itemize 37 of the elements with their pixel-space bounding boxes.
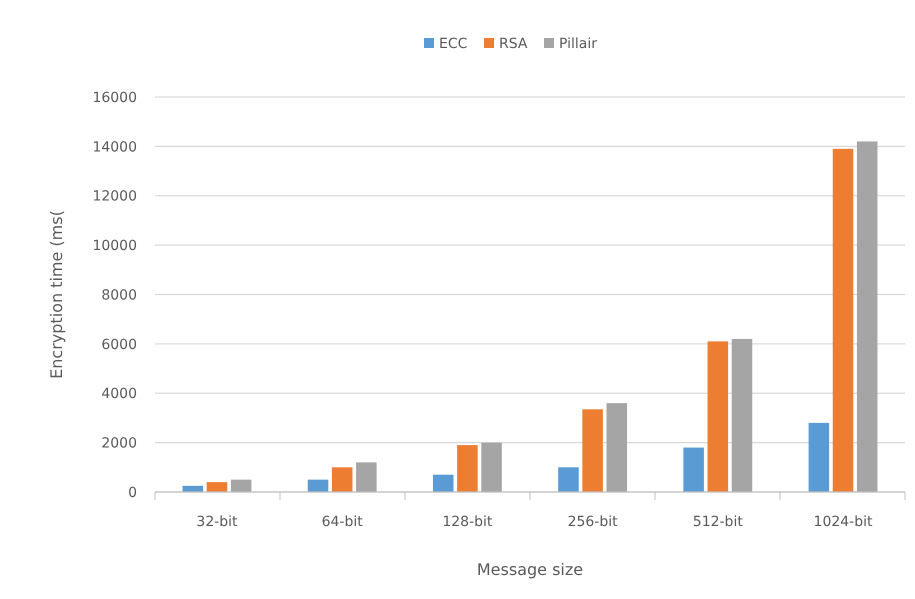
y-tick-label: 0 [128, 484, 137, 501]
x-tick-label: 64-bit [322, 514, 364, 530]
y-tick-label: 4000 [101, 386, 137, 402]
y-tick-label: 14000 [92, 139, 137, 156]
bar [206, 482, 228, 492]
bar [808, 422, 830, 492]
legend-label: Pillair [559, 36, 598, 52]
bar [606, 403, 628, 492]
legend-label: RSA [499, 36, 528, 52]
bar [356, 462, 377, 492]
x-tick-label: 128-bit [442, 514, 493, 530]
x-axis-title: Message size [476, 560, 584, 579]
x-tick-label: 1024-bit [814, 514, 873, 530]
bar [683, 448, 704, 492]
bar [432, 474, 454, 492]
y-tick-label: 6000 [101, 336, 137, 353]
y-tick-label: 2000 [101, 436, 137, 452]
y-tick-label: 12000 [92, 188, 137, 205]
bar [481, 442, 502, 492]
bar [457, 445, 478, 492]
bar [832, 148, 854, 492]
x-tick-label: 256-bit [568, 514, 618, 530]
y-tick-label: 16000 [92, 90, 137, 106]
bar [558, 467, 579, 492]
y-tick-label: 8000 [101, 287, 137, 304]
x-tick-label: 512-bit [692, 514, 744, 530]
bar [230, 480, 252, 492]
x-tick-label: 32-bit [196, 514, 238, 530]
y-axis-title: Encryption time (ms( [47, 210, 66, 379]
legend-label: ECC [439, 36, 468, 52]
bar [582, 409, 603, 492]
bar [308, 480, 328, 492]
bar [732, 338, 752, 492]
bar [332, 467, 352, 492]
bar [708, 341, 728, 492]
bar [856, 141, 878, 492]
y-tick-label: 10000 [92, 238, 137, 254]
